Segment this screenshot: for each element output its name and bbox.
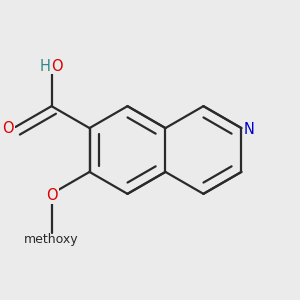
Text: H: H <box>40 58 51 74</box>
Text: methoxy: methoxy <box>24 233 79 246</box>
Text: N: N <box>244 122 255 137</box>
Text: O: O <box>52 58 63 74</box>
Text: O: O <box>2 121 14 136</box>
Text: O: O <box>46 188 57 203</box>
